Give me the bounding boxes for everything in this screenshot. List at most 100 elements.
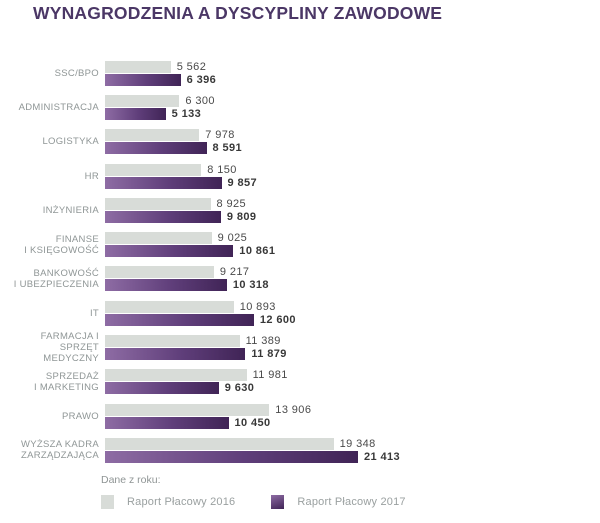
bar-line: 13 906 — [105, 403, 312, 416]
bar-line: 11 879 — [105, 348, 287, 361]
bar-2017 — [105, 313, 254, 326]
bar-line: 9 857 — [105, 176, 258, 189]
value-label-2016: 8 150 — [207, 163, 237, 176]
bar-pair: 7 978 8 591 — [105, 129, 243, 155]
bar-line: 10 893 — [105, 300, 296, 313]
bar-2016 — [105, 403, 270, 416]
chart-row: LOGISTYKA 7 978 8 591 — [0, 125, 400, 159]
value-label-2017: 9 857 — [227, 176, 258, 189]
category-label: HR — [84, 170, 99, 182]
bar-pair: 10 893 12 600 — [105, 300, 296, 326]
bar-2016 — [105, 197, 211, 210]
value-label-2016: 13 906 — [275, 403, 312, 416]
bar-line: 10 450 — [105, 416, 311, 429]
bar-line: 9 217 — [105, 266, 269, 279]
bar-pair: 9 217 10 318 — [105, 266, 269, 292]
bar-line: 11 389 — [105, 335, 287, 348]
value-label-2016: 9 025 — [217, 232, 248, 245]
category-label: LOGISTYKA — [42, 136, 99, 148]
category-label: FINANSE I KSIĘGOWOŚĆ — [24, 233, 99, 256]
bar-pair: 8 150 9 857 — [105, 163, 258, 189]
bar-line: 6 396 — [105, 73, 217, 86]
value-label-2017: 9 630 — [224, 382, 255, 395]
bar-2016 — [105, 129, 200, 142]
bar-line: 10 318 — [105, 279, 269, 292]
value-label-2016: 7 978 — [205, 129, 235, 142]
category-label: WYŻSZA KADRA ZARZĄDZAJĄCA — [20, 439, 99, 462]
bar-2017 — [105, 73, 181, 86]
bar-2017 — [105, 107, 166, 120]
bar-line: 7 978 — [105, 129, 242, 142]
category-label: SPRZEDAŻ I MARKETING — [33, 370, 99, 393]
legend-items: Raport Płacowy 2016 Raport Płacowy 2017 — [101, 495, 442, 509]
bar-pair: 9 025 10 861 — [105, 232, 276, 258]
bar-2016 — [105, 60, 171, 73]
bar-2016 — [105, 369, 247, 382]
legend-swatch-2017 — [271, 495, 285, 509]
category-label: IT — [89, 307, 99, 319]
bar-line: 5 133 — [105, 107, 215, 120]
chart-row: ADMINISTRACJA 6 300 5 133 — [0, 90, 400, 124]
category-label: ADMINISTRACJA — [18, 101, 99, 113]
bar-pair: 13 906 10 450 — [105, 403, 312, 429]
bar-2017 — [105, 348, 246, 361]
bar-2017 — [105, 245, 234, 258]
bar-2016 — [105, 266, 214, 279]
value-label-2016: 6 300 — [185, 94, 215, 107]
bar-line: 5 562 — [105, 60, 216, 73]
legend-title: Dane z roku: — [101, 474, 161, 486]
bar-2017 — [105, 382, 219, 395]
page-title: WYNAGRODZENIA A DYSCYPLINY ZAWODOWE — [33, 3, 443, 23]
bar-line: 9 809 — [105, 210, 257, 223]
chart-row: SPRZEDAŻ I MARKETING 11 981 9 630 — [0, 365, 400, 399]
bar-line: 8 925 — [105, 197, 256, 210]
bar-line: 21 413 — [105, 450, 401, 463]
bar-pair: 11 389 11 879 — [105, 335, 287, 361]
category-label: INŻYNIERIA — [42, 204, 99, 216]
value-label-2017: 9 809 — [226, 210, 257, 223]
value-label-2016: 9 217 — [219, 266, 250, 279]
chart-row: FINANSE I KSIĘGOWOŚĆ 9 025 10 861 — [0, 227, 400, 261]
chart-row: PRAWO 13 906 10 450 — [0, 399, 400, 433]
value-label-2016: 11 981 — [252, 369, 288, 382]
chart-row: SSC/BPO 5 562 6 396 — [0, 56, 400, 90]
bar-line: 11 981 — [105, 369, 288, 382]
bar-line: 6 300 — [105, 94, 215, 107]
chart-row: INŻYNIERIA 8 925 9 809 — [0, 193, 400, 227]
bar-pair: 5 562 6 396 — [105, 60, 217, 86]
legend-label-2017: Raport Płacowy 2017 — [297, 496, 406, 508]
bar-2016 — [105, 232, 212, 245]
value-label-2017: 6 396 — [186, 73, 217, 86]
bar-2017 — [105, 210, 221, 223]
bar-line: 12 600 — [105, 313, 296, 326]
value-label-2017: 12 600 — [259, 313, 296, 326]
bar-2017 — [105, 416, 229, 429]
value-label-2017: 10 450 — [234, 416, 271, 429]
value-label-2017: 21 413 — [364, 450, 401, 463]
bar-2016 — [105, 300, 234, 313]
value-label-2017: 10 861 — [239, 245, 276, 258]
chart-row: FARMACJA I SPRZĘT MEDYCZNY 11 389 11 879 — [0, 330, 400, 364]
legend-label-2016: Raport Płacowy 2016 — [127, 496, 236, 508]
category-label: SSC/BPO — [54, 67, 99, 79]
chart-row: IT 10 893 12 600 — [0, 296, 400, 330]
bar-2017 — [105, 176, 222, 189]
bar-2016 — [105, 163, 202, 176]
bar-pair: 11 981 9 630 — [105, 369, 288, 395]
bar-pair: 6 300 5 133 — [105, 94, 215, 120]
legend-item-2017: Raport Płacowy 2017 — [271, 495, 406, 509]
bar-2016 — [105, 335, 240, 348]
category-label: PRAWO — [61, 410, 99, 422]
bar-line: 8 150 — [105, 163, 257, 176]
bar-pair: 8 925 9 809 — [105, 197, 257, 223]
value-label-2017: 10 318 — [232, 279, 269, 292]
bar-2017 — [105, 142, 207, 155]
category-label: BANKOWOŚĆ I UBEZPIECZENIA — [13, 267, 99, 290]
bar-line: 9 025 — [105, 232, 275, 245]
value-label-2017: 11 879 — [251, 348, 287, 361]
value-label-2017: 8 591 — [212, 142, 243, 155]
value-label-2016: 19 348 — [339, 437, 376, 450]
bar-line: 9 630 — [105, 382, 288, 395]
legend: Dane z roku: Raport Płacowy 2016 Raport … — [101, 474, 442, 509]
